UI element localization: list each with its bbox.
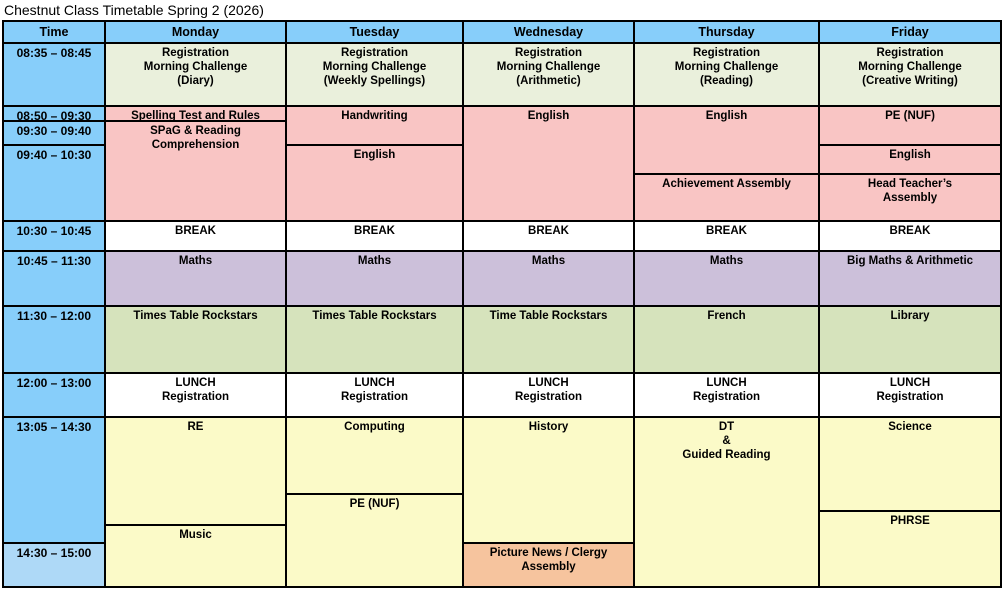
cell-wednesday-time-table-rockstars: Time Table Rockstars	[464, 307, 633, 372]
cell-tuesday-computing: Computing	[287, 418, 462, 493]
cell-time-1045: 10:45 – 11:30	[4, 252, 104, 305]
cell-thursday-french: French	[635, 307, 818, 372]
header-time: Time	[4, 22, 104, 42]
cell-monday-lunch: LUNCH Registration	[106, 374, 285, 416]
header-wednesday: Wednesday	[464, 22, 633, 42]
cell-tuesday-pe: PE (NUF)	[287, 495, 462, 586]
cell-time-0850: 08:50 – 09:30	[4, 107, 104, 120]
cell-wednesday-registration: Registration Morning Challenge (Arithmet…	[464, 44, 633, 105]
cell-time-0930: 09:30 – 09:40	[4, 122, 104, 144]
cell-friday-phrse: PHRSE	[820, 512, 1000, 586]
cell-friday-lunch: LUNCH Registration	[820, 374, 1000, 416]
cell-wednesday-picture-news: Picture News / Clergy Assembly	[464, 544, 633, 586]
cell-friday-head-teachers-assembly: Head Teacher’s Assembly	[820, 175, 1000, 220]
page-title: Chestnut Class Timetable Spring 2 (2026)	[4, 2, 264, 18]
cell-tuesday-english: English	[287, 146, 462, 220]
cell-thursday-english: English	[635, 107, 818, 173]
cell-wednesday-history: History	[464, 418, 633, 542]
cell-tuesday-maths: Maths	[287, 252, 462, 305]
cell-time-1430: 14:30 – 15:00	[4, 544, 104, 586]
cell-tuesday-handwriting: Handwriting	[287, 107, 462, 144]
cell-monday-music: Music	[106, 526, 285, 586]
cell-thursday-achievement-assembly: Achievement Assembly	[635, 175, 818, 220]
cell-thursday-break: BREAK	[635, 222, 818, 250]
cell-wednesday-maths: Maths	[464, 252, 633, 305]
cell-friday-break: BREAK	[820, 222, 1000, 250]
cell-time-0835: 08:35 – 08:45	[4, 44, 104, 105]
cell-monday-registration: Registration Morning Challenge (Diary)	[106, 44, 285, 105]
cell-monday-break: BREAK	[106, 222, 285, 250]
cell-friday-science: Science	[820, 418, 1000, 510]
cell-wednesday-lunch: LUNCH Registration	[464, 374, 633, 416]
cell-time-1305: 13:05 – 14:30	[4, 418, 104, 542]
cell-monday-spelling-test: Spelling Test and Rules	[106, 107, 285, 120]
cell-monday-re: RE	[106, 418, 285, 524]
cell-monday-times-table-rockstars: Times Table Rockstars	[106, 307, 285, 372]
header-tuesday: Tuesday	[287, 22, 462, 42]
cell-tuesday-registration: Registration Morning Challenge (Weekly S…	[287, 44, 462, 105]
cell-thursday-maths: Maths	[635, 252, 818, 305]
cell-thursday-dt-guided-reading: DT & Guided Reading	[635, 418, 818, 586]
cell-wednesday-english: English	[464, 107, 633, 220]
cell-thursday-lunch: LUNCH Registration	[635, 374, 818, 416]
cell-time-1200: 12:00 – 13:00	[4, 374, 104, 416]
cell-time-0940: 09:40 – 10:30	[4, 146, 104, 220]
header-thursday: Thursday	[635, 22, 818, 42]
cell-friday-registration: Registration Morning Challenge (Creative…	[820, 44, 1000, 105]
cell-friday-english: English	[820, 146, 1000, 173]
cell-tuesday-break: BREAK	[287, 222, 462, 250]
header-friday: Friday	[820, 22, 1000, 42]
cell-wednesday-break: BREAK	[464, 222, 633, 250]
cell-time-1130: 11:30 – 12:00	[4, 307, 104, 372]
cell-monday-spag-reading: SPaG & Reading Comprehension	[106, 122, 285, 220]
cell-friday-library: Library	[820, 307, 1000, 372]
timetable: Time Monday Tuesday Wednesday Thursday Friday…	[2, 20, 1002, 588]
cell-thursday-registration: Registration Morning Challenge (Reading)	[635, 44, 818, 105]
cell-tuesday-times-table-rockstars: Times Table Rockstars	[287, 307, 462, 372]
cell-tuesday-lunch: LUNCH Registration	[287, 374, 462, 416]
cell-friday-big-maths-arithmetic: Big Maths & Arithmetic	[820, 252, 1000, 305]
header-monday: Monday	[106, 22, 285, 42]
cell-monday-maths: Maths	[106, 252, 285, 305]
cell-friday-pe: PE (NUF)	[820, 107, 1000, 144]
cell-time-1030: 10:30 – 10:45	[4, 222, 104, 250]
